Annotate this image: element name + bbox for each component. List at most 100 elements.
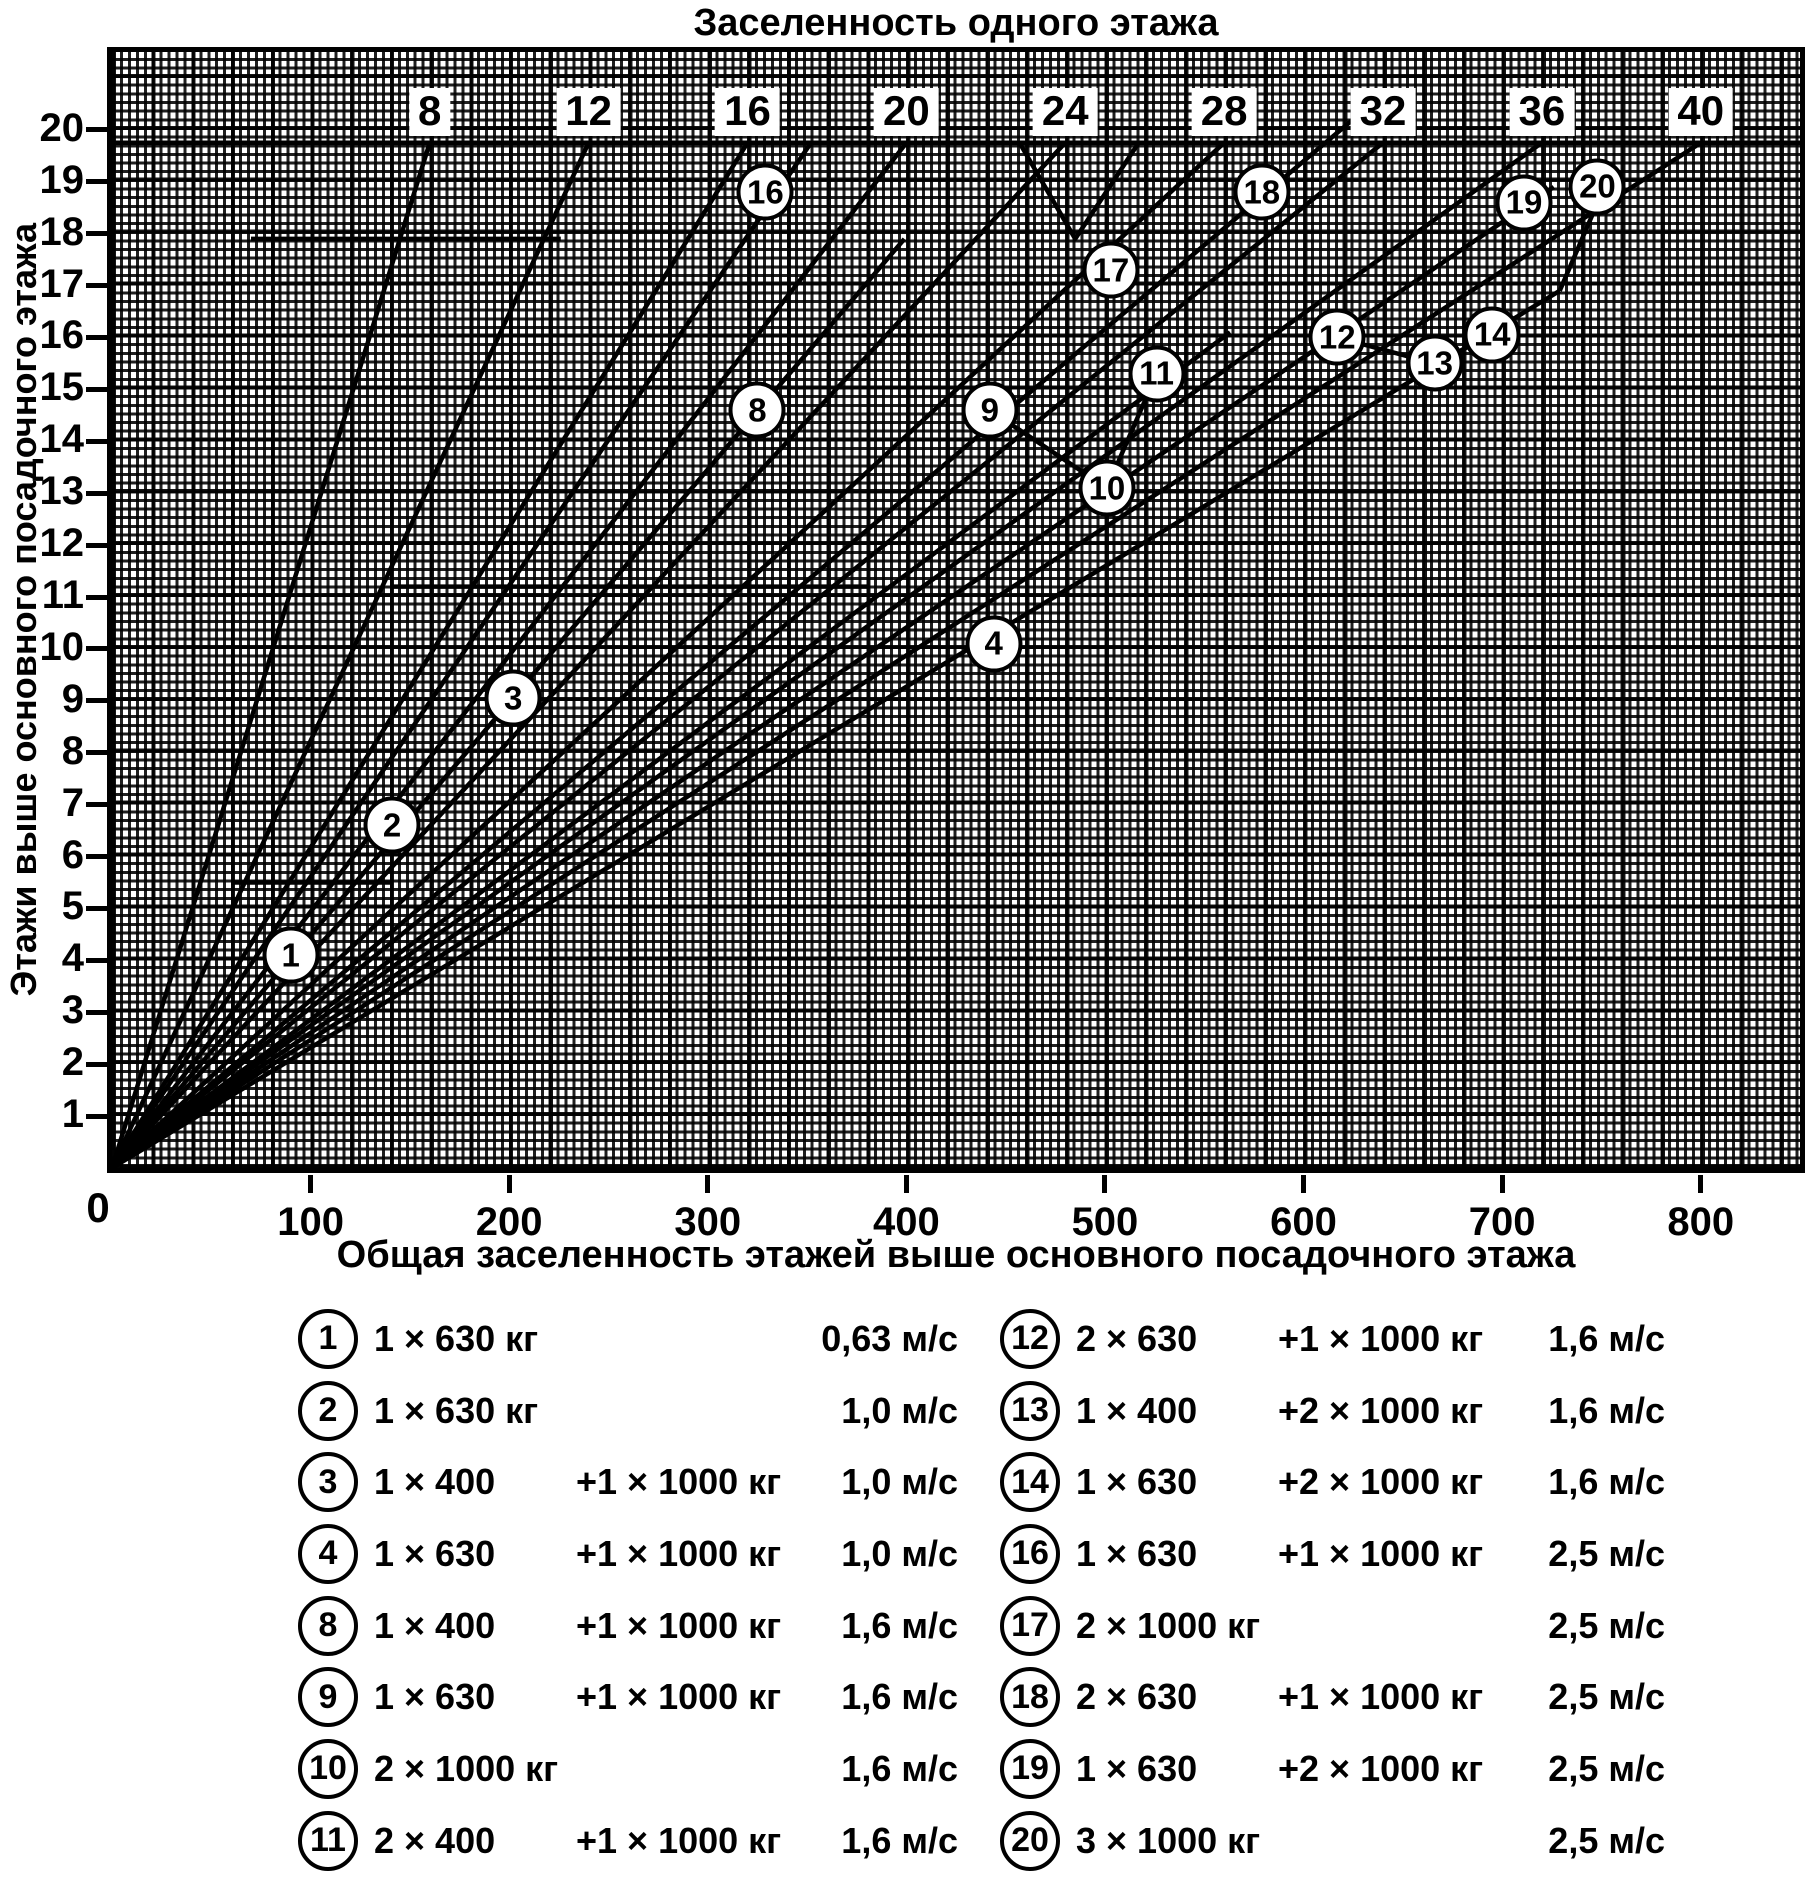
y-tick-label-7: 7 bbox=[61, 780, 84, 825]
x-tick-label-300: 300 bbox=[674, 1200, 742, 1244]
fan-label-28: 28 bbox=[1191, 87, 1257, 136]
legend-extra-cars: +1 × 1000 кг bbox=[576, 1604, 782, 1646]
curve-number-badge: 16 bbox=[1000, 1523, 1060, 1584]
y-tick-1 bbox=[86, 1113, 112, 1119]
y-tick-label-11: 11 bbox=[41, 573, 84, 618]
x-tick-label-100: 100 bbox=[277, 1200, 344, 1244]
legend-cars: 3 × 1000 кг bbox=[1076, 1819, 1261, 1861]
y-tick-label-12: 12 bbox=[39, 521, 85, 566]
y-tick-4 bbox=[86, 957, 112, 963]
legend-cars: 1 × 630 кг bbox=[374, 1317, 539, 1359]
legend-item-9: 9 1 × 630 +1 × 1000 кг 1,6 м/с bbox=[298, 1661, 958, 1733]
fan-line-36 bbox=[112, 140, 1544, 1168]
x-tick-500 bbox=[1102, 1175, 1108, 1193]
curve-marker-3: 3 bbox=[484, 669, 542, 727]
y-tick-18 bbox=[86, 231, 112, 237]
y-tick-label-5: 5 bbox=[61, 884, 84, 929]
legend-item-18: 18 2 × 630 +1 × 1000 кг 2,5 м/с bbox=[1000, 1661, 1665, 1733]
curve-number-badge: 3 bbox=[298, 1452, 358, 1513]
fan-label-36: 36 bbox=[1509, 87, 1575, 136]
legend-cars: 2 × 400 bbox=[374, 1819, 496, 1861]
fan-label-32: 32 bbox=[1350, 87, 1416, 136]
x-tick-400 bbox=[903, 1175, 909, 1193]
limit-line-11 bbox=[112, 330, 1232, 1168]
curve-marker-9: 9 bbox=[961, 381, 1019, 439]
legend-speed: 1,6 м/с bbox=[841, 1747, 958, 1789]
legend-item-1: 1 1 × 630 кг 0,63 м/с bbox=[298, 1303, 958, 1375]
x-tick-label-500: 500 bbox=[1071, 1200, 1139, 1244]
curve-number-badge: 19 bbox=[1000, 1738, 1060, 1799]
legend-speed: 1,6 м/с bbox=[841, 1819, 958, 1861]
legend-speed: 0,63 м/с bbox=[821, 1317, 958, 1359]
curve-number-badge: 13 bbox=[1000, 1380, 1060, 1441]
curve-marker-10: 10 bbox=[1078, 459, 1136, 517]
curve-number-badge: 9 bbox=[298, 1667, 358, 1728]
legend-speed: 1,0 м/с bbox=[841, 1461, 958, 1503]
y-tick-label-10: 10 bbox=[39, 624, 85, 669]
legend-extra-cars: +1 × 1000 кг bbox=[576, 1532, 782, 1574]
curve-number-badge: 12 bbox=[1000, 1308, 1060, 1369]
x-tick-label-700: 700 bbox=[1468, 1200, 1536, 1244]
fan-label-12: 12 bbox=[556, 87, 621, 136]
y-tick-7 bbox=[86, 802, 112, 808]
y-tick-9 bbox=[86, 698, 112, 704]
fan-label-16: 16 bbox=[715, 87, 780, 136]
curve-marker-11: 11 bbox=[1128, 345, 1186, 403]
y-tick-label-3: 3 bbox=[61, 988, 84, 1033]
curve-number-badge: 20 bbox=[1000, 1810, 1060, 1871]
y-tick-17 bbox=[86, 283, 112, 289]
legend-cars: 2 × 630 bbox=[1076, 1676, 1198, 1718]
legend-cars: 1 × 400 bbox=[374, 1461, 496, 1503]
x-axis-title: Общая заселенность этажей выше основного… bbox=[336, 1234, 1576, 1276]
y-tick-5 bbox=[86, 905, 112, 911]
legend-extra-cars: +2 × 1000 кг bbox=[1278, 1461, 1484, 1503]
y-tick-10 bbox=[86, 646, 112, 652]
legend-item-8: 8 1 × 400 +1 × 1000 кг 1,6 м/с bbox=[298, 1590, 958, 1662]
x-tick-200 bbox=[506, 1175, 512, 1193]
y-tick-label-6: 6 bbox=[61, 832, 84, 877]
limit-line-9-17-18 bbox=[112, 112, 1361, 1168]
legend-item-19: 19 1 × 630 +2 × 1000 кг 2,5 м/с bbox=[1000, 1733, 1665, 1805]
chart-title: Заселенность одного этажа bbox=[693, 2, 1219, 44]
y-tick-label-14: 14 bbox=[39, 417, 85, 462]
curve-number-badge: 1 bbox=[298, 1308, 358, 1369]
y-tick-label-20: 20 bbox=[39, 105, 85, 150]
legend-item-12: 12 2 × 630 +1 × 1000 кг 1,6 м/с bbox=[1000, 1303, 1665, 1375]
y-tick-11 bbox=[86, 594, 112, 600]
y-tick-15 bbox=[86, 386, 112, 392]
legend-speed: 2,5 м/с bbox=[1548, 1747, 1665, 1789]
curve-marker-17: 17 bbox=[1082, 241, 1140, 299]
y-tick-label-19: 19 bbox=[39, 157, 85, 202]
y-tick-8 bbox=[86, 750, 112, 756]
legend-speed: 2,5 м/с bbox=[1548, 1604, 1665, 1646]
legend-extra-cars: +1 × 1000 кг bbox=[1278, 1317, 1484, 1359]
legend-speed: 2,5 м/с bbox=[1548, 1532, 1665, 1574]
x-tick-100 bbox=[308, 1175, 314, 1193]
legend-extra-cars: +1 × 1000 кг bbox=[576, 1676, 782, 1718]
curve-number-badge: 14 bbox=[1000, 1452, 1060, 1513]
limit-line-4-13-14 bbox=[112, 288, 1561, 1168]
y-tick-label-13: 13 bbox=[39, 469, 85, 514]
legend-extra-cars: +1 × 1000 кг bbox=[1278, 1532, 1484, 1574]
y-tick-label-15: 15 bbox=[39, 365, 85, 410]
y-tick-6 bbox=[86, 854, 112, 860]
fan-label-8: 8 bbox=[409, 87, 451, 136]
legend-item-16: 16 1 × 630 +1 × 1000 кг 2,5 м/с bbox=[1000, 1518, 1665, 1590]
legend-extra-cars: +1 × 1000 кг bbox=[576, 1819, 782, 1861]
curve-marker-8: 8 bbox=[728, 381, 786, 439]
x-tick-label-400: 400 bbox=[872, 1200, 940, 1244]
x-tick-800 bbox=[1698, 1175, 1704, 1193]
fan-line-28 bbox=[112, 141, 1226, 1168]
curve-marker-2: 2 bbox=[363, 796, 421, 854]
x-tick-700 bbox=[1499, 1175, 1505, 1193]
legend-cars: 1 × 630 bbox=[374, 1676, 496, 1718]
curve-number-badge: 2 bbox=[298, 1380, 358, 1441]
x-tick-label-600: 600 bbox=[1270, 1200, 1337, 1244]
curve-number-badge: 10 bbox=[298, 1738, 358, 1799]
legend-item-3: 3 1 × 400 +1 × 1000 кг 1,0 м/с bbox=[298, 1446, 958, 1518]
plot-area: 8 12 16 20 24 28 32 36 40 1 2 3 4 8 9 10 11 12 13 14 16 17 18 1… bbox=[107, 47, 1805, 1173]
legend-item-14: 14 1 × 630 +2 × 1000 кг 1,6 м/с bbox=[1000, 1446, 1665, 1518]
legend-speed: 1,6 м/с bbox=[841, 1676, 958, 1718]
x-tick-600 bbox=[1301, 1175, 1307, 1193]
legend-item-4: 4 1 × 630 +1 × 1000 кг 1,0 м/с bbox=[298, 1518, 958, 1590]
